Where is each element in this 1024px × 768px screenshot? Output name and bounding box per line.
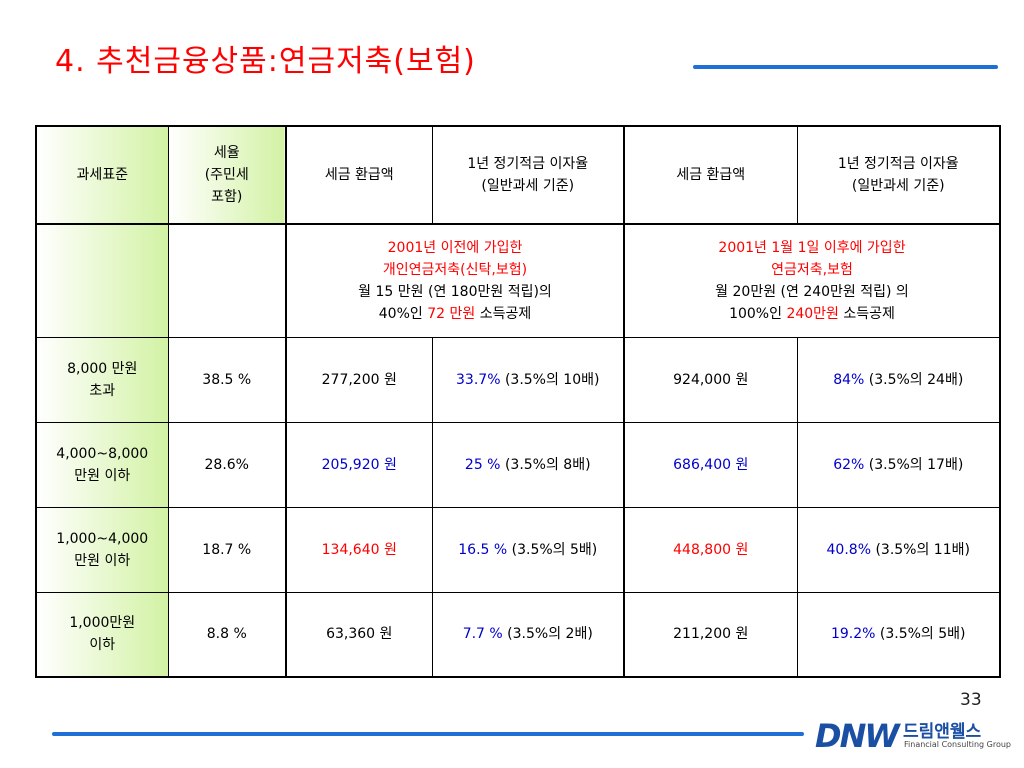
page-number: 33 bbox=[960, 690, 982, 710]
refund-old-cell: 134,640 원 bbox=[285, 506, 433, 593]
header-tax-bracket: 과세표준 bbox=[35, 125, 169, 225]
subheader-old-plan: 2001년 이전에 가입한 개인연금저축(신탁,보험) 월 15 만원 (연 1… bbox=[285, 223, 625, 338]
rate-cell: 38.5 % bbox=[167, 336, 287, 423]
logo-korean-name: 드림앤웰스 bbox=[903, 722, 982, 742]
table-row: 1,000~4,000 만원 이하 18.7 % 134,640 원 16.5 %… bbox=[35, 506, 1001, 593]
header-tax-rate: 세율 (주민세 포함) bbox=[167, 125, 287, 225]
title-accent-line bbox=[693, 65, 998, 69]
subheader-new-plan: 2001년 1월 1일 이후에 가입한 연금저축,보험 월 20만원 (연 24… bbox=[623, 223, 1001, 338]
table-row: 8,000 만원 초과 38.5 % 277,200 원 33.7% (3.5%의… bbox=[35, 336, 1001, 423]
interest-new-cell: 40.8% (3.5%의 11배) bbox=[796, 506, 1001, 593]
subheader-empty-bracket bbox=[35, 223, 169, 338]
page-title: 4. 추천금융상품:연금저축(보험) bbox=[55, 44, 476, 79]
company-logo: DNW 드림앤웰스 Financial Consulting Group bbox=[815, 715, 1011, 755]
interest-old-cell: 16.5 % (3.5%의 5배) bbox=[431, 506, 625, 593]
interest-new-cell: 19.2% (3.5%의 5배) bbox=[796, 591, 1001, 678]
logo-english-name: Financial Consulting Group bbox=[904, 740, 1011, 749]
refund-new-cell: 448,800 원 bbox=[623, 506, 798, 593]
interest-new-cell: 62% (3.5%의 17배) bbox=[796, 421, 1001, 508]
header-row: 과세표준 세율 (주민세 포함) 세금 환급액 1년 정기적금 이자율 (일반과… bbox=[35, 125, 1001, 225]
rate-cell: 8.8 % bbox=[167, 591, 287, 678]
interest-old-cell: 33.7% (3.5%의 10배) bbox=[431, 336, 625, 423]
header-interest-new: 1년 정기적금 이자율 (일반과세 기준) bbox=[796, 125, 1001, 225]
table-row: 4,000~8,000 만원 이하 28.6% 205,920 원 25 % (3… bbox=[35, 421, 1001, 508]
refund-old-cell: 277,200 원 bbox=[285, 336, 433, 423]
refund-old-cell: 63,360 원 bbox=[285, 591, 433, 678]
header-refund-new: 세금 환급액 bbox=[623, 125, 798, 225]
refund-new-cell: 211,200 원 bbox=[623, 591, 798, 678]
refund-new-cell: 686,400 원 bbox=[623, 421, 798, 508]
interest-new-cell: 84% (3.5%의 24배) bbox=[796, 336, 1001, 423]
tax-refund-table: 과세표준 세율 (주민세 포함) 세금 환급액 1년 정기적금 이자율 (일반과… bbox=[35, 125, 1001, 678]
table-row: 1,000만원 이하 8.8 % 63,360 원 7.7 % (3.5%의 2배… bbox=[35, 591, 1001, 678]
subheader-empty-rate bbox=[167, 223, 287, 338]
refund-old-cell: 205,920 원 bbox=[285, 421, 433, 508]
rate-cell: 28.6% bbox=[167, 421, 287, 508]
header-interest-old: 1년 정기적금 이자율 (일반과세 기준) bbox=[431, 125, 625, 225]
bracket-cell: 1,000만원 이하 bbox=[35, 591, 169, 678]
interest-old-cell: 25 % (3.5%의 8배) bbox=[431, 421, 625, 508]
bracket-cell: 1,000~4,000 만원 이하 bbox=[35, 506, 169, 593]
subheader-row: 2001년 이전에 가입한 개인연금저축(신탁,보험) 월 15 만원 (연 1… bbox=[35, 223, 1001, 338]
bracket-cell: 8,000 만원 초과 bbox=[35, 336, 169, 423]
logo-mark: DNW bbox=[815, 717, 900, 755]
bracket-cell: 4,000~8,000 만원 이하 bbox=[35, 421, 169, 508]
refund-new-cell: 924,000 원 bbox=[623, 336, 798, 423]
rate-cell: 18.7 % bbox=[167, 506, 287, 593]
footer-accent-line bbox=[52, 732, 804, 736]
interest-old-cell: 7.7 % (3.5%의 2배) bbox=[431, 591, 625, 678]
header-refund-old: 세금 환급액 bbox=[285, 125, 433, 225]
